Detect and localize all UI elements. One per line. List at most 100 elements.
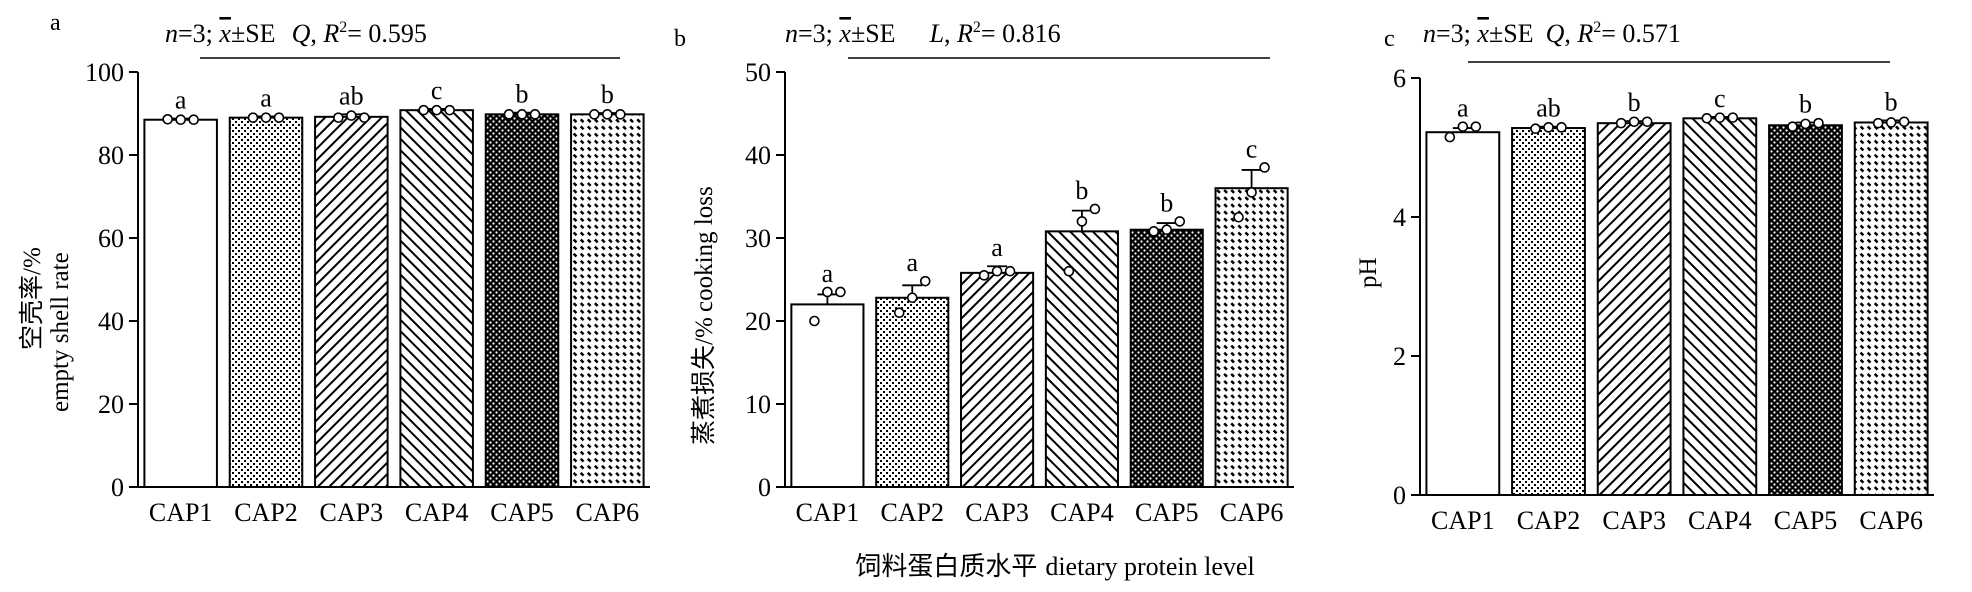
panel-label: c xyxy=(1384,26,1395,52)
x-tick-label: CAP6 xyxy=(1859,506,1923,535)
x-tick-label: CAP6 xyxy=(576,498,640,527)
bar-cap4 xyxy=(1044,230,1119,488)
stats-sup: 2 xyxy=(973,19,981,36)
significance-letter: a xyxy=(175,85,187,114)
data-point xyxy=(1470,121,1482,132)
x-tick-label: CAP3 xyxy=(320,498,384,527)
data-point xyxy=(333,112,344,123)
y-tick-label: 0 xyxy=(1393,481,1406,510)
stats-n: n xyxy=(1423,19,1436,48)
x-tick-label: CAP1 xyxy=(796,498,860,527)
y-axis-label-cn: 蒸煮损失/% xyxy=(690,317,718,445)
x-axis-label-cn: 饲料蛋白质水平 xyxy=(855,552,1037,582)
data-point xyxy=(431,104,442,116)
bar-cap3 xyxy=(314,115,389,488)
y-tick-label: 50 xyxy=(745,58,771,87)
data-point xyxy=(1556,122,1567,133)
stats-comma: , xyxy=(944,19,957,48)
bar-cap4 xyxy=(1682,117,1758,496)
x-tick-label: CAP4 xyxy=(405,498,469,527)
panel-b: b n=3; x±SE L, R2= 0.816 蒸煮损失/% cooking l… xyxy=(674,19,1294,582)
data-point xyxy=(444,104,455,116)
stats-n-rest: =3; xyxy=(178,19,219,48)
panel-label: a xyxy=(50,10,61,36)
data-point xyxy=(503,109,515,120)
significance-letter: b xyxy=(1799,89,1812,118)
y-tick-label: 0 xyxy=(111,473,124,502)
stats-annotation: n=3; x±SE Q, R2= 0.595 xyxy=(165,19,427,48)
y-tick-label: 0 xyxy=(758,473,771,502)
x-tick-label: CAP5 xyxy=(490,498,554,527)
data-point xyxy=(175,114,186,126)
data-point xyxy=(893,307,905,319)
y-axis-label: empty shell rate xyxy=(47,252,74,412)
stats-xbar: x xyxy=(838,19,851,48)
y-axis-label: pH xyxy=(1355,257,1382,288)
data-point xyxy=(991,265,1003,277)
y-axis-label-cn: 空壳率/% xyxy=(18,247,46,350)
data-point xyxy=(978,270,990,281)
significance-letter: c xyxy=(1714,84,1726,113)
y-tick-label: 80 xyxy=(98,141,124,170)
stats-comma: , xyxy=(310,19,323,48)
bar-cap5 xyxy=(484,113,560,489)
data-point xyxy=(1714,112,1726,123)
stats-model: L xyxy=(929,19,944,48)
significance-letter: a xyxy=(1457,94,1469,123)
x-tick-label: CAP2 xyxy=(880,498,944,527)
data-point xyxy=(529,109,541,120)
stats-r-value: = 0.816 xyxy=(981,19,1061,48)
data-point xyxy=(822,286,833,298)
data-point xyxy=(1641,116,1653,128)
stats-se: ±SE xyxy=(851,19,896,48)
data-point xyxy=(418,104,429,116)
x-tick-label: CAP6 xyxy=(1220,498,1284,527)
data-point xyxy=(1004,265,1016,277)
data-point xyxy=(359,112,370,123)
stats-comma: , xyxy=(1564,19,1577,48)
stats-model: Q xyxy=(1546,19,1565,48)
bar-cap4 xyxy=(399,109,474,489)
data-point xyxy=(1530,123,1541,135)
data-point xyxy=(516,109,528,120)
y-axis-label: cooking loss xyxy=(691,186,718,312)
data-point xyxy=(835,286,846,298)
data-point xyxy=(906,292,918,304)
x-tick-label: CAP5 xyxy=(1774,506,1838,535)
significance-letter: a xyxy=(260,83,272,112)
significance-letter: a xyxy=(822,259,834,288)
data-point xyxy=(162,114,173,125)
bar-cap6 xyxy=(1853,121,1929,496)
stats-annotation: n=3; x±SE L, R2= 0.816 xyxy=(785,19,1061,48)
bar-cap6 xyxy=(1214,187,1289,488)
data-point xyxy=(1233,211,1244,223)
x-tick-label: CAP5 xyxy=(1135,498,1199,527)
stats-r: R xyxy=(956,19,973,48)
stats-xbar: x xyxy=(1476,19,1489,48)
bar-cap2 xyxy=(875,296,950,489)
x-tick-label: CAP1 xyxy=(1431,506,1495,535)
y-tick-label: 2 xyxy=(1393,342,1406,371)
stats-r-value: = 0.571 xyxy=(1601,19,1681,48)
panel-c: c n=3; x±SE Q, R2= 0.571 pH 0246aCAP1abCA… xyxy=(1355,19,1934,535)
data-point xyxy=(1457,121,1469,132)
data-point xyxy=(1076,216,1088,227)
panel-label: b xyxy=(674,26,686,52)
y-tick-label: 10 xyxy=(745,390,771,419)
data-point xyxy=(1813,117,1824,129)
data-point xyxy=(1259,162,1270,173)
stats-r-value: = 0.595 xyxy=(347,19,427,48)
y-tick-label: 100 xyxy=(85,58,124,87)
stats-n-rest: =3; xyxy=(1436,19,1477,48)
y-tick-label: 40 xyxy=(745,141,771,170)
significance-letter: a xyxy=(991,233,1003,262)
data-point xyxy=(1701,113,1713,124)
bar-cap1 xyxy=(1425,131,1501,497)
y-tick-label: 60 xyxy=(98,224,124,253)
data-point xyxy=(1246,187,1257,198)
data-point xyxy=(602,109,613,120)
data-point xyxy=(1148,226,1160,237)
x-tick-label: CAP2 xyxy=(1517,506,1581,535)
significance-letter: a xyxy=(906,248,918,277)
